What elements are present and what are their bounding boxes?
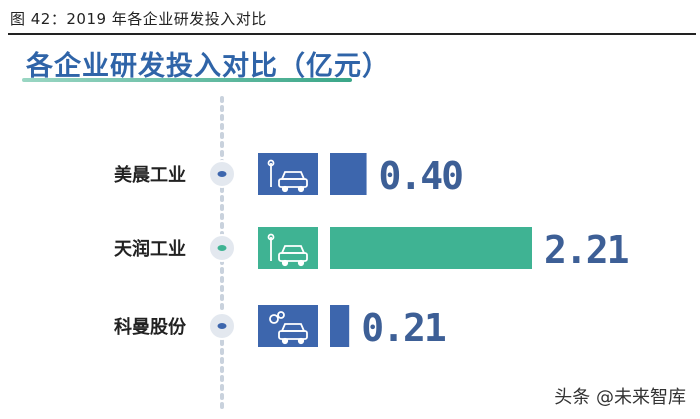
bar-0	[330, 153, 367, 195]
bar-1	[330, 227, 532, 269]
bar-2	[330, 305, 350, 347]
car-gear-icon	[269, 311, 308, 345]
category-label-1: 天润工业	[114, 238, 186, 260]
figure-caption: 图 42：2019 年各企业研发投入对比	[10, 10, 267, 28]
value-label-0: 0.40	[379, 154, 463, 198]
chart-title-underline	[22, 78, 352, 82]
caption-divider	[8, 33, 696, 35]
car-wrench-icon	[267, 159, 308, 193]
axis-marker-dot-0	[217, 171, 227, 177]
value-label-2: 0.21	[361, 306, 446, 350]
category-label-0: 美晨工业	[114, 164, 186, 186]
category-label-2: 科曼股份	[114, 316, 187, 338]
watermark: 头条 @未来智库	[554, 387, 686, 408]
icon-box-0	[258, 153, 318, 195]
car-wrench-icon	[267, 233, 308, 267]
chart-title: 各企业研发投入对比（亿元）	[26, 51, 390, 82]
icon-box-1	[258, 227, 318, 269]
value-label-1: 2.21	[544, 228, 629, 272]
axis-marker-dot-2	[217, 323, 227, 329]
axis-marker-dot-1	[217, 245, 227, 251]
icon-box-2	[258, 305, 318, 347]
